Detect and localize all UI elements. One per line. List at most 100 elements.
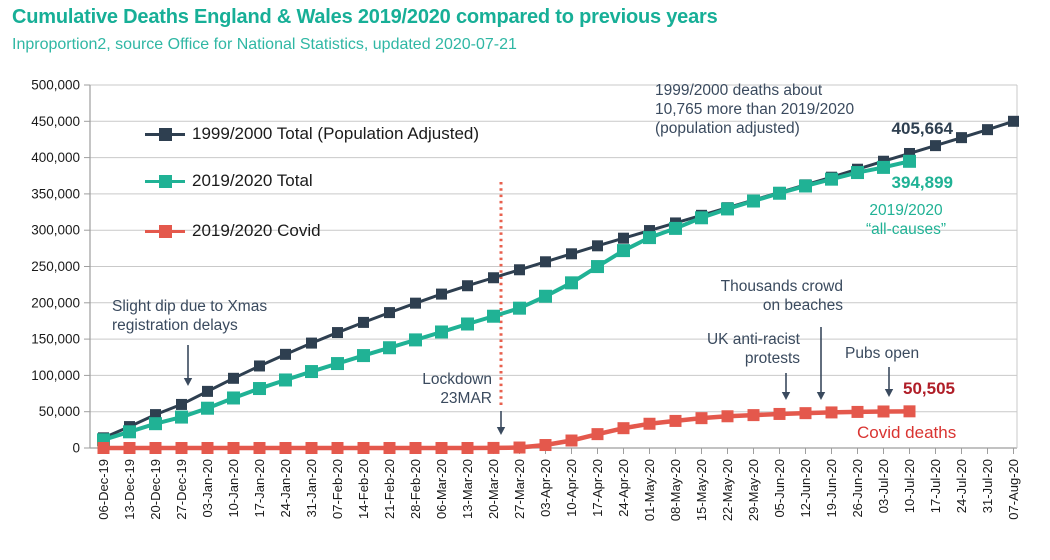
data-point-marker (487, 441, 500, 454)
data-point-marker (305, 365, 318, 379)
x-axis-tick-label: 17-Jul-20 (928, 459, 943, 513)
data-point-marker (305, 442, 318, 454)
x-axis-tick-label: 27-Dec-19 (174, 459, 189, 520)
data-point-marker (513, 301, 526, 315)
data-point-marker (618, 232, 629, 244)
data-point-marker (565, 276, 578, 290)
protests-arrow-head-icon (781, 392, 791, 400)
data-point-marker (825, 406, 838, 419)
page-subtitle: Inproportion2, source Office for Nationa… (12, 36, 517, 53)
data-point-marker (487, 309, 500, 323)
data-point-marker (383, 442, 396, 454)
x-axis-tick-label: 10-Jan-20 (226, 459, 241, 518)
data-point-marker (227, 391, 240, 405)
data-point-marker (773, 407, 786, 420)
x-axis-tick-label: 03-Jul-20 (876, 459, 891, 513)
data-point-marker (436, 288, 447, 300)
data-point-marker (669, 221, 682, 235)
data-point-marker (332, 327, 343, 339)
data-point-marker (721, 202, 734, 216)
x-axis-tick-label: 03-Jan-20 (200, 459, 215, 518)
data-point-marker (747, 194, 760, 208)
data-point-marker (123, 425, 136, 439)
data-point-marker (851, 166, 864, 180)
data-point-marker (253, 382, 266, 396)
y-axis-tick-label: 0 (72, 441, 80, 456)
data-point-marker (383, 341, 396, 355)
data-point-marker (280, 348, 291, 360)
data-point-marker (643, 231, 656, 245)
data-point-marker (592, 240, 603, 252)
data-point-marker (513, 441, 526, 454)
x-axis-tick-label: 28-Feb-20 (408, 459, 423, 519)
data-point-marker (357, 442, 370, 454)
x-axis-tick-label: 31-Jul-20 (980, 459, 995, 513)
x-axis-tick-label: 17-Jan-20 (252, 459, 267, 518)
data-point-marker (539, 289, 552, 303)
x-axis-tick-label: 21-Feb-20 (382, 459, 397, 519)
data-point-marker (825, 172, 838, 186)
data-point-marker (435, 442, 448, 454)
data-point-marker (799, 407, 812, 420)
data-point-marker (461, 442, 474, 454)
y-axis-tick-label: 100,000 (31, 368, 80, 383)
data-point-marker (903, 405, 916, 418)
x-axis-tick-label: 19-Jun-20 (824, 459, 839, 518)
data-point-marker (306, 337, 317, 349)
data-point-marker (851, 405, 864, 418)
data-point-marker (331, 442, 344, 454)
data-point-marker (149, 417, 162, 431)
data-point-marker (644, 225, 655, 237)
x-axis-tick-label: 01-May-20 (642, 459, 657, 521)
x-axis-tick-label: 27-Mar-20 (512, 459, 527, 519)
data-point-marker (514, 264, 525, 276)
data-point-marker (384, 307, 395, 319)
data-point-marker (695, 211, 708, 225)
data-point-marker (540, 256, 551, 268)
x-axis-tick-label: 22-May-20 (720, 459, 735, 521)
x-axis-tick-label: 24-Jan-20 (278, 459, 293, 518)
y-axis-tick-label: 450,000 (31, 114, 80, 129)
data-point-marker (201, 401, 214, 415)
data-point-marker (435, 325, 448, 339)
y-axis-tick-label: 400,000 (31, 150, 80, 165)
data-point-marker (617, 422, 630, 435)
x-axis-tick-label: 08-May-20 (668, 459, 683, 521)
data-point-marker (462, 280, 473, 292)
data-point-marker (669, 414, 682, 427)
data-point-marker (254, 360, 265, 372)
data-point-marker (565, 434, 578, 447)
data-point-marker (409, 333, 422, 347)
x-axis-tick-label: 06-Dec-19 (96, 459, 111, 520)
data-point-marker (357, 349, 370, 363)
x-axis-tick-label: 13-Mar-20 (460, 459, 475, 519)
x-axis-tick-label: 17-Apr-20 (590, 459, 605, 517)
data-point-marker (591, 428, 604, 441)
x-axis-tick-label: 20-Dec-19 (148, 459, 163, 520)
data-point-marker (227, 442, 240, 454)
data-point-marker (410, 297, 421, 309)
x-axis-tick-label: 10-Jul-20 (902, 459, 917, 513)
data-point-marker (566, 248, 577, 260)
data-point-marker (721, 410, 734, 423)
chart-header: Cumulative Deaths England & Wales 2019/2… (12, 6, 718, 54)
data-point-marker (279, 373, 292, 387)
data-point-marker (903, 154, 916, 168)
data-point-marker (149, 442, 162, 454)
data-point-marker (97, 442, 110, 454)
x-axis-tick-label: 31-Jan-20 (304, 459, 319, 518)
data-point-marker (877, 405, 890, 418)
lockdown-arrow-head-icon (496, 427, 506, 435)
data-point-marker (956, 132, 967, 144)
data-point-marker (773, 186, 786, 200)
data-point-marker (228, 372, 239, 384)
data-point-marker (461, 317, 474, 331)
data-point-marker (904, 147, 915, 159)
data-point-marker (202, 385, 213, 397)
x-axis-tick-label: 12-Jun-20 (798, 459, 813, 518)
x-axis-tick-label: 05-Jun-20 (772, 459, 787, 518)
x-axis-tick-label: 10-Apr-20 (564, 459, 579, 517)
data-point-marker (253, 442, 266, 454)
x-axis-tick-label: 29-May-20 (746, 459, 761, 521)
